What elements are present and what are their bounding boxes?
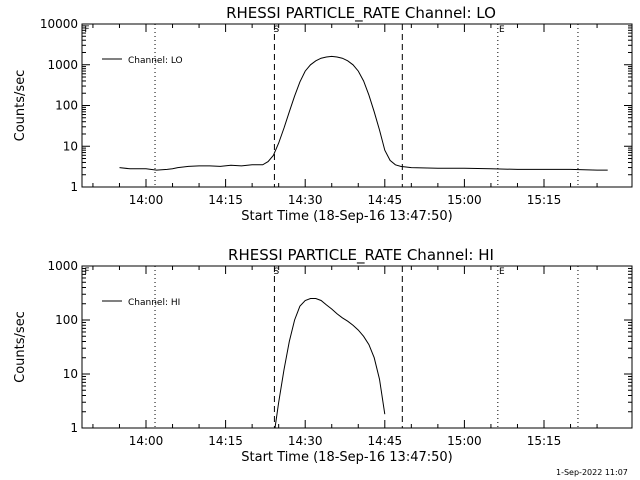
x-axis-label-1: Start Time (18-Sep-16 13:47:50): [241, 450, 452, 465]
x-tick-label-0-0: 14:00: [129, 193, 164, 207]
chart-title-0: RHESSI PARTICLE_RATE Channel: LO: [226, 4, 496, 23]
x-tick-label-0-4: 15:00: [447, 193, 482, 207]
y-tick-label-0-4: 10000: [40, 17, 78, 31]
x-tick-label-1-1: 14:15: [208, 434, 243, 448]
x-tick-label-0-1: 14:15: [208, 193, 243, 207]
x-tick-label-1-3: 14:45: [368, 434, 403, 448]
x-tick-label-1-0: 14:00: [129, 434, 164, 448]
marker-E-0: E: [499, 25, 505, 35]
x-tick-label-1-5: 15:15: [527, 434, 562, 448]
marker-S-1: S: [274, 267, 280, 277]
y-tick-label-1-3: 1000: [47, 259, 78, 273]
x-tick-label-0-5: 15:15: [527, 193, 562, 207]
y-tick-label-0-2: 100: [55, 99, 78, 113]
plot-frame-0: [81, 23, 633, 188]
y-axis-label-0: Counts/sec: [13, 70, 28, 142]
plot-frame-1: [81, 265, 633, 429]
marker-S-0: S: [274, 25, 280, 35]
y-tick-label-1-2: 100: [55, 313, 78, 327]
chart-title-1: RHESSI PARTICLE_RATE Channel: HI: [228, 246, 494, 265]
y-tick-label-1-1: 10: [63, 367, 78, 381]
x-tick-label-0-3: 14:45: [368, 193, 403, 207]
y-tick-label-0-0: 1: [70, 180, 78, 194]
x-tick-label-0-2: 14:30: [288, 193, 323, 207]
marker-F-1: F: [84, 267, 89, 277]
x-tick-label-1-4: 15:00: [447, 434, 482, 448]
x-axis-label-0: Start Time (18-Sep-16 13:47:50): [241, 209, 452, 224]
legend-label-0: Channel: LO: [128, 56, 183, 66]
y-tick-label-1-0: 1: [70, 421, 78, 435]
legend-label-1: Channel: HI: [128, 298, 180, 308]
y-tick-label-0-3: 1000: [47, 58, 78, 72]
y-axis-label-1: Counts/sec: [13, 311, 28, 383]
series-line-1: [274, 298, 386, 429]
marker-E-1: E: [499, 267, 505, 277]
series-line-0: [119, 55, 608, 171]
x-tick-label-1-2: 14:30: [288, 434, 323, 448]
footer-timestamp: 1-Sep-2022 11:07: [556, 468, 628, 477]
marker-F-0: F: [84, 25, 89, 35]
y-tick-label-0-1: 10: [63, 139, 78, 153]
